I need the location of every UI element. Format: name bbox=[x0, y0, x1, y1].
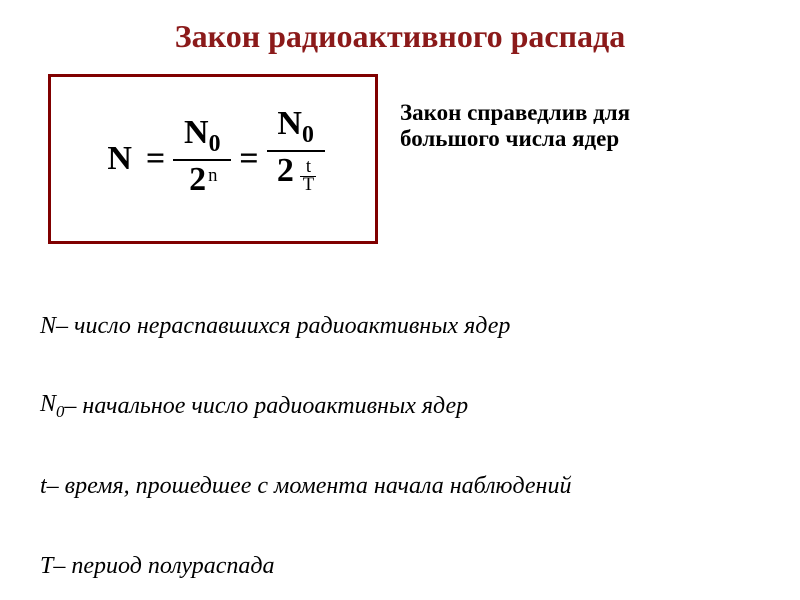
mini-T: T bbox=[300, 176, 316, 194]
fraction-2: N0 2 t T bbox=[267, 107, 325, 210]
frac1-sub0: 0 bbox=[209, 131, 221, 157]
frac2-N: N bbox=[277, 105, 302, 142]
definition-row: t – время, прошедшее с момента начала на… bbox=[40, 460, 571, 512]
frac1-two: 2 bbox=[189, 161, 206, 198]
definition-text: – время, прошедшее с момента начала набл… bbox=[47, 473, 572, 500]
definition-symbol: N bbox=[40, 313, 56, 340]
definition-row: N – число нераспавшихся радиоактивных яд… bbox=[40, 300, 571, 352]
definition-row: N0 – начальное число радиоактивных ядер bbox=[40, 380, 571, 432]
frac1-exp-n: n bbox=[208, 165, 217, 186]
mini-frac-tT: t T bbox=[300, 159, 316, 194]
definition-text: – начальное число радиоактивных ядер bbox=[64, 393, 468, 420]
definition-text: – период полураспада bbox=[53, 553, 274, 580]
frac2-num: N0 bbox=[271, 107, 319, 150]
side-note-line2: большого числа ядер bbox=[400, 126, 630, 152]
frac1-num: N0 bbox=[178, 116, 226, 159]
sym-N: N bbox=[101, 140, 138, 178]
definition-row: T – период полураспада bbox=[40, 540, 571, 592]
page-root: Закон радиоактивного распада N = N0 2n =… bbox=[0, 0, 800, 600]
frac2-two: 2 bbox=[277, 152, 294, 189]
frac2-sub0: 0 bbox=[302, 122, 314, 148]
frac1-N: N bbox=[184, 114, 209, 151]
eq-2: = bbox=[231, 140, 266, 178]
page-title: Закон радиоактивного распада bbox=[0, 18, 800, 55]
definition-symbol: t bbox=[40, 473, 47, 500]
frac1-den: 2n bbox=[173, 159, 231, 203]
side-note: Закон справедлив для большого числа ядер bbox=[400, 100, 630, 152]
decay-formula: N = N0 2n = N0 2 t T bbox=[101, 107, 324, 210]
definitions: N – число нераспавшихся радиоактивных яд… bbox=[40, 300, 571, 592]
definition-symbol: T bbox=[40, 553, 53, 580]
definition-text: – число нераспавшихся радиоактивных ядер bbox=[56, 313, 510, 340]
formula-box: N = N0 2n = N0 2 t T bbox=[48, 74, 378, 244]
eq-1: = bbox=[138, 140, 173, 178]
definition-symbol: N0 bbox=[40, 391, 64, 422]
frac2-exp-tT: t T bbox=[296, 156, 317, 177]
frac2-den: 2 t T bbox=[267, 150, 325, 210]
side-note-line1: Закон справедлив для bbox=[400, 100, 630, 126]
fraction-1: N0 2n bbox=[173, 116, 231, 202]
